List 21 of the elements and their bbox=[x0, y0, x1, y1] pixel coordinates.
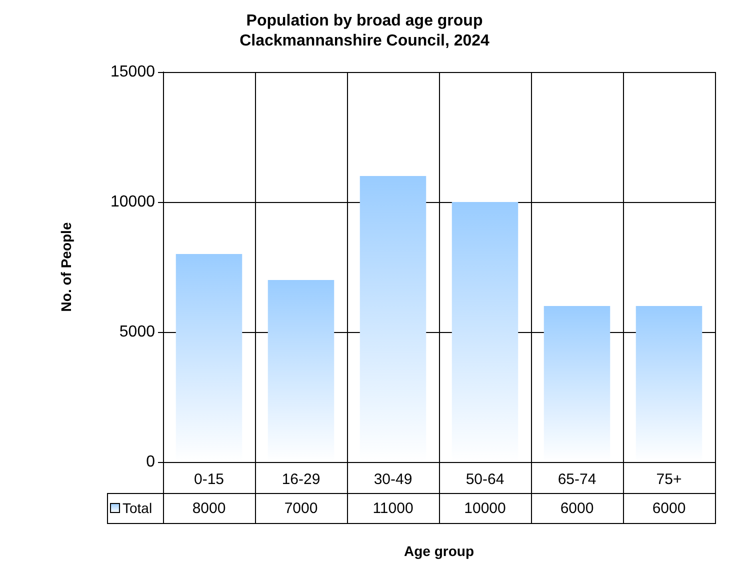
y-tick-label: 5000 bbox=[119, 324, 156, 340]
y-tick-label: 0 bbox=[146, 454, 156, 470]
x-tick-label: 16-29 bbox=[282, 471, 320, 488]
data-label: 6000 bbox=[531, 494, 623, 524]
chart-title: Population by broad age group bbox=[246, 12, 483, 30]
y-tick-label: 10000 bbox=[110, 194, 156, 210]
legend-label: Total bbox=[122, 500, 152, 516]
x-tick-label: 50-64 bbox=[466, 471, 504, 488]
x-tick-label: 65-74 bbox=[558, 471, 596, 488]
data-label: 6000 bbox=[623, 494, 715, 524]
data-label: 11000 bbox=[347, 494, 439, 524]
data-label: 7000 bbox=[255, 494, 347, 524]
chart-subtitle: Clackmannanshire Council, 2024 bbox=[240, 32, 490, 50]
x-tick-label: 75+ bbox=[656, 471, 682, 488]
y-tick-label: 15000 bbox=[110, 64, 156, 80]
data-label: 10000 bbox=[439, 494, 531, 524]
x-tick-label: 30-49 bbox=[374, 471, 412, 488]
x-axis-title: Age group bbox=[404, 543, 474, 559]
y-axis-title: No. of People bbox=[58, 222, 74, 312]
x-tick-label: 0-15 bbox=[194, 471, 224, 488]
data-label: 8000 bbox=[163, 494, 255, 524]
